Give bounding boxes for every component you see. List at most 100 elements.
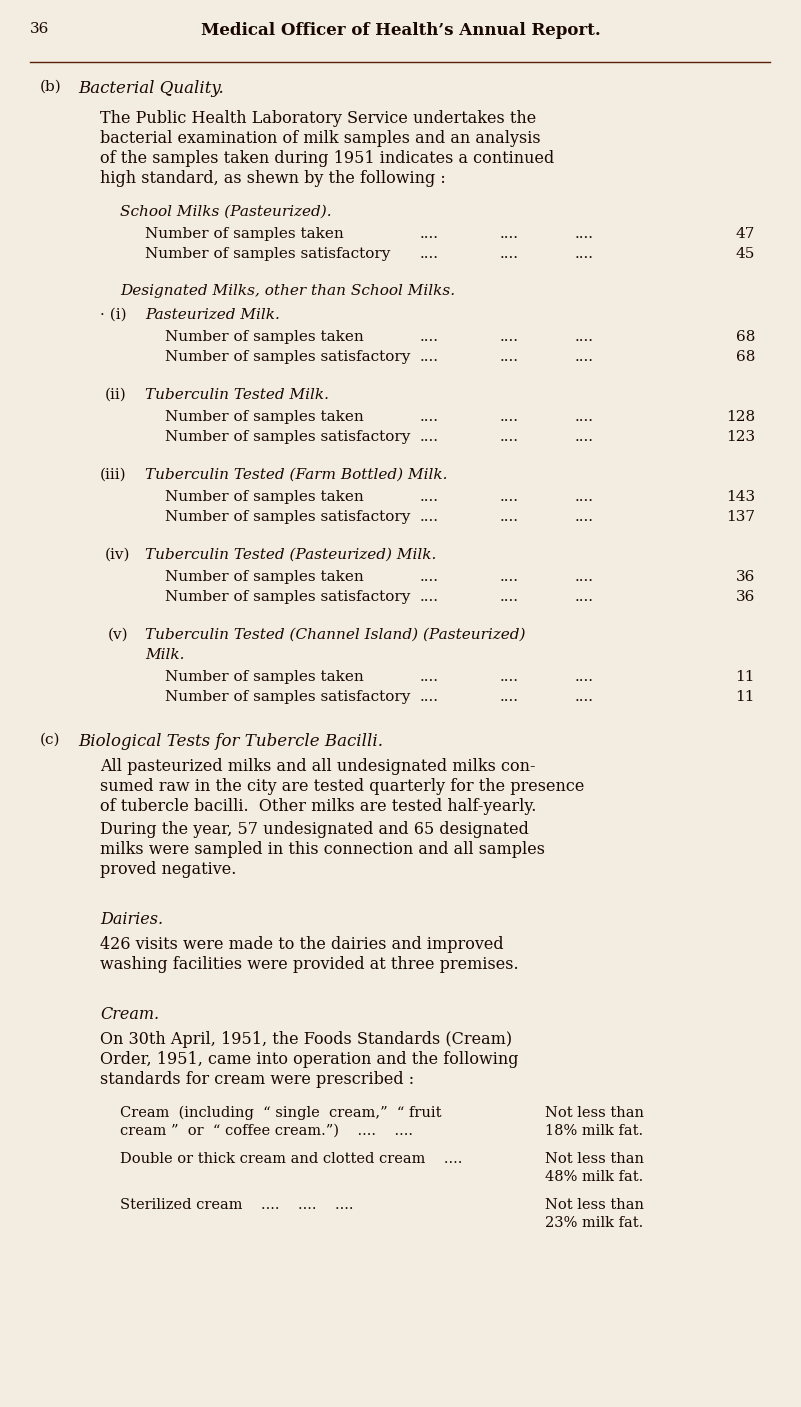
Text: ....: .... [500,409,519,424]
Text: Number of samples taken: Number of samples taken [165,670,364,684]
Text: 137: 137 [726,509,755,523]
Text: Number of samples taken: Number of samples taken [165,409,364,424]
Text: ....: .... [575,248,594,262]
Text: ....: .... [575,409,594,424]
Text: ....: .... [500,490,519,504]
Text: Cream  (including  “ single  cream,”  “ fruit: Cream (including “ single cream,” “ frui… [120,1106,441,1120]
Text: · (i): · (i) [100,308,127,322]
Text: 48% milk fat.: 48% milk fat. [545,1171,643,1185]
Text: 68: 68 [735,331,755,343]
Text: ....: .... [420,331,439,343]
Text: Tuberculin Tested (Pasteurized) Milk.: Tuberculin Tested (Pasteurized) Milk. [145,547,437,561]
Text: washing facilities were provided at three premises.: washing facilities were provided at thre… [100,955,518,974]
Text: ....: .... [500,331,519,343]
Text: proved negative.: proved negative. [100,861,236,878]
Text: ....: .... [575,590,594,604]
Text: (b): (b) [40,80,62,94]
Text: (v): (v) [108,628,129,642]
Text: Number of samples satisfactory: Number of samples satisfactory [165,431,410,445]
Text: ....: .... [420,409,439,424]
Text: Double or thick cream and clotted cream    ....: Double or thick cream and clotted cream … [120,1152,462,1166]
Text: (c): (c) [40,733,61,747]
Text: of the samples taken during 1951 indicates a continued: of the samples taken during 1951 indicat… [100,151,554,167]
Text: 68: 68 [735,350,755,364]
Text: cream ”  or  “ coffee cream.”)    ....    ....: cream ” or “ coffee cream.”) .... .... [120,1124,413,1138]
Text: ....: .... [420,590,439,604]
Text: Order, 1951, came into operation and the following: Order, 1951, came into operation and the… [100,1051,518,1068]
Text: 128: 128 [726,409,755,424]
Text: Designated Milks, other than School Milks.: Designated Milks, other than School Milk… [120,284,455,298]
Text: Not less than: Not less than [545,1152,644,1166]
Text: ....: .... [420,570,439,584]
Text: Tuberculin Tested Milk.: Tuberculin Tested Milk. [145,388,329,402]
Text: ....: .... [500,590,519,604]
Text: Number of samples taken: Number of samples taken [145,227,344,241]
Text: ....: .... [420,350,439,364]
Text: ....: .... [500,431,519,445]
Text: ....: .... [500,350,519,364]
Text: Cream.: Cream. [100,1006,159,1023]
Text: 45: 45 [735,248,755,262]
Text: Sterilized cream    ....    ....    ....: Sterilized cream .... .... .... [120,1197,353,1211]
Text: ....: .... [500,227,519,241]
Text: Tuberculin Tested (Farm Bottled) Milk.: Tuberculin Tested (Farm Bottled) Milk. [145,469,448,483]
Text: Number of samples satisfactory: Number of samples satisfactory [165,509,410,523]
Text: Biological Tests for Tubercle Bacilli.: Biological Tests for Tubercle Bacilli. [78,733,383,750]
Text: Number of samples taken: Number of samples taken [165,570,364,584]
Text: 23% milk fat.: 23% milk fat. [545,1216,643,1230]
Text: (ii): (ii) [105,388,127,402]
Text: ....: .... [420,248,439,262]
Text: (iv): (iv) [105,547,131,561]
Text: ....: .... [420,490,439,504]
Text: 11: 11 [735,689,755,704]
Text: 426 visits were made to the dairies and improved: 426 visits were made to the dairies and … [100,936,504,953]
Text: Number of samples taken: Number of samples taken [165,331,364,343]
Text: ....: .... [420,509,439,523]
Text: ....: .... [575,689,594,704]
Text: Not less than: Not less than [545,1106,644,1120]
Text: Number of samples satisfactory: Number of samples satisfactory [145,248,390,262]
Text: 123: 123 [726,431,755,445]
Text: Milk.: Milk. [145,649,184,663]
Text: bacterial examination of milk samples and an analysis: bacterial examination of milk samples an… [100,129,541,146]
Text: high standard, as shewn by the following :: high standard, as shewn by the following… [100,170,445,187]
Text: Pasteurized Milk.: Pasteurized Milk. [145,308,280,322]
Text: ....: .... [420,670,439,684]
Text: Number of samples satisfactory: Number of samples satisfactory [165,590,410,604]
Text: 47: 47 [735,227,755,241]
Text: standards for cream were prescribed :: standards for cream were prescribed : [100,1071,414,1088]
Text: School Milks (Pasteurized).: School Milks (Pasteurized). [120,205,332,219]
Text: sumed raw in the city are tested quarterly for the presence: sumed raw in the city are tested quarter… [100,778,585,795]
Text: During the year, 57 undesignated and 65 designated: During the year, 57 undesignated and 65 … [100,822,529,839]
Text: ....: .... [575,490,594,504]
Text: 36: 36 [30,23,50,37]
Text: Number of samples satisfactory: Number of samples satisfactory [165,350,410,364]
Text: ....: .... [500,670,519,684]
Text: Medical Officer of Health’s Annual Report.: Medical Officer of Health’s Annual Repor… [200,23,601,39]
Text: The Public Health Laboratory Service undertakes the: The Public Health Laboratory Service und… [100,110,536,127]
Text: ....: .... [575,331,594,343]
Text: 36: 36 [735,570,755,584]
Text: 143: 143 [726,490,755,504]
Text: of tubercle bacilli.  Other milks are tested half-yearly.: of tubercle bacilli. Other milks are tes… [100,798,537,815]
Text: ....: .... [420,227,439,241]
Text: 36: 36 [735,590,755,604]
Text: ....: .... [500,689,519,704]
Text: ....: .... [575,509,594,523]
Text: Number of samples satisfactory: Number of samples satisfactory [165,689,410,704]
Text: Bacterial Quality.: Bacterial Quality. [78,80,223,97]
Text: ....: .... [575,350,594,364]
Text: ....: .... [575,670,594,684]
Text: ....: .... [500,570,519,584]
Text: Tuberculin Tested (Channel Island) (Pasteurized): Tuberculin Tested (Channel Island) (Past… [145,628,525,642]
Text: Not less than: Not less than [545,1197,644,1211]
Text: ....: .... [500,509,519,523]
Text: (iii): (iii) [100,469,127,483]
Text: ....: .... [500,248,519,262]
Text: 11: 11 [735,670,755,684]
Text: On 30th April, 1951, the Foods Standards (Cream): On 30th April, 1951, the Foods Standards… [100,1031,512,1048]
Text: milks were sampled in this connection and all samples: milks were sampled in this connection an… [100,841,545,858]
Text: 18% milk fat.: 18% milk fat. [545,1124,643,1138]
Text: ....: .... [575,227,594,241]
Text: ....: .... [575,431,594,445]
